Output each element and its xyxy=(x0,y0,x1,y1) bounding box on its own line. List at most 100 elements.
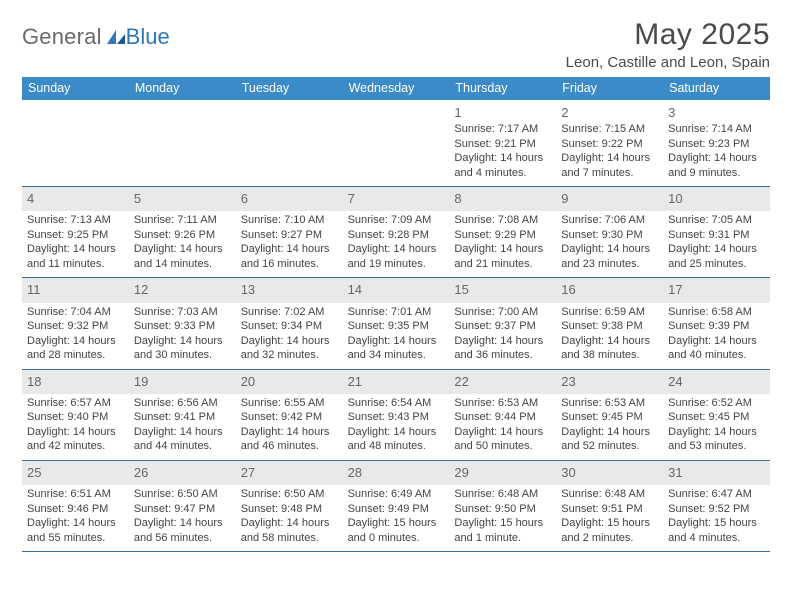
day-sunset: Sunset: 9:48 PM xyxy=(241,502,338,517)
day-daylight: Daylight: 14 hours and 32 minutes. xyxy=(241,334,338,363)
day-cell: 9 Sunrise: 7:06 AMSunset: 9:30 PMDaylight… xyxy=(556,187,663,277)
day-sunrise: Sunrise: 6:56 AM xyxy=(134,396,231,411)
day-cell-blank xyxy=(129,100,236,186)
day-daylight: Daylight: 14 hours and 42 minutes. xyxy=(27,425,124,454)
day-cell: 15Sunrise: 7:00 AMSunset: 9:37 PMDayligh… xyxy=(449,278,556,368)
day-number: 27 xyxy=(241,464,338,481)
day-sunset: Sunset: 9:31 PM xyxy=(668,228,765,243)
week-row: 11Sunrise: 7:04 AMSunset: 9:32 PMDayligh… xyxy=(22,278,770,369)
day-sunset: Sunset: 9:34 PM xyxy=(241,319,338,334)
day-cell: 12Sunrise: 7:03 AMSunset: 9:33 PMDayligh… xyxy=(129,278,236,368)
weekday-header: Sunday xyxy=(22,77,129,100)
day-daylight: Daylight: 14 hours and 16 minutes. xyxy=(241,242,338,271)
day-daylight: Daylight: 14 hours and 34 minutes. xyxy=(348,334,445,363)
day-sunrise: Sunrise: 7:11 AM xyxy=(134,213,231,228)
day-sunrise: Sunrise: 6:54 AM xyxy=(348,396,445,411)
day-daylight: Daylight: 15 hours and 0 minutes. xyxy=(348,516,445,545)
day-sunrise: Sunrise: 6:49 AM xyxy=(348,487,445,502)
day-cell: 3Sunrise: 7:14 AMSunset: 9:23 PMDaylight… xyxy=(663,100,770,186)
day-number: 31 xyxy=(668,464,765,481)
day-number: 3 xyxy=(668,104,765,121)
day-sunset: Sunset: 9:49 PM xyxy=(348,502,445,517)
day-sunset: Sunset: 9:41 PM xyxy=(134,410,231,425)
day-cell: 14Sunrise: 7:01 AMSunset: 9:35 PMDayligh… xyxy=(343,278,450,368)
day-cell-blank xyxy=(236,100,343,186)
day-sunset: Sunset: 9:52 PM xyxy=(668,502,765,517)
day-daylight: Daylight: 14 hours and 46 minutes. xyxy=(241,425,338,454)
logo-sail-icon xyxy=(105,28,127,46)
day-cell: 13Sunrise: 7:02 AMSunset: 9:34 PMDayligh… xyxy=(236,278,343,368)
day-number: 10 xyxy=(668,190,765,207)
day-daylight: Daylight: 14 hours and 30 minutes. xyxy=(134,334,231,363)
day-sunrise: Sunrise: 6:59 AM xyxy=(561,305,658,320)
day-number: 14 xyxy=(348,281,445,298)
day-daylight: Daylight: 14 hours and 14 minutes. xyxy=(134,242,231,271)
day-daylight: Daylight: 14 hours and 48 minutes. xyxy=(348,425,445,454)
day-sunset: Sunset: 9:27 PM xyxy=(241,228,338,243)
day-sunrise: Sunrise: 7:15 AM xyxy=(561,122,658,137)
day-sunset: Sunset: 9:42 PM xyxy=(241,410,338,425)
day-sunset: Sunset: 9:40 PM xyxy=(27,410,124,425)
day-cell: 28Sunrise: 6:49 AMSunset: 9:49 PMDayligh… xyxy=(343,461,450,551)
day-sunset: Sunset: 9:25 PM xyxy=(27,228,124,243)
day-sunset: Sunset: 9:32 PM xyxy=(27,319,124,334)
day-daylight: Daylight: 14 hours and 40 minutes. xyxy=(668,334,765,363)
day-number: 1 xyxy=(454,104,551,121)
day-number: 13 xyxy=(241,281,338,298)
day-number: 18 xyxy=(27,373,124,390)
day-cell: 7Sunrise: 7:09 AMSunset: 9:28 PMDaylight… xyxy=(343,187,450,277)
day-sunset: Sunset: 9:37 PM xyxy=(454,319,551,334)
day-daylight: Daylight: 14 hours and 7 minutes. xyxy=(561,151,658,180)
day-number: 12 xyxy=(134,281,231,298)
week-row: 1Sunrise: 7:17 AMSunset: 9:21 PMDaylight… xyxy=(22,100,770,187)
day-sunset: Sunset: 9:22 PM xyxy=(561,137,658,152)
day-cell: 16Sunrise: 6:59 AMSunset: 9:38 PMDayligh… xyxy=(556,278,663,368)
day-daylight: Daylight: 14 hours and 11 minutes. xyxy=(27,242,124,271)
day-daylight: Daylight: 14 hours and 44 minutes. xyxy=(134,425,231,454)
week-row: 25Sunrise: 6:51 AMSunset: 9:46 PMDayligh… xyxy=(22,461,770,552)
day-cell: 11Sunrise: 7:04 AMSunset: 9:32 PMDayligh… xyxy=(22,278,129,368)
day-number: 19 xyxy=(134,373,231,390)
day-sunrise: Sunrise: 7:05 AM xyxy=(668,213,765,228)
day-sunrise: Sunrise: 6:47 AM xyxy=(668,487,765,502)
day-cell: 19 Sunrise: 6:56 AMSunset: 9:41 PMDayligh… xyxy=(129,370,236,460)
day-cell: 30Sunrise: 6:48 AMSunset: 9:51 PMDayligh… xyxy=(556,461,663,551)
weekday-header: Thursday xyxy=(449,77,556,100)
day-cell-blank xyxy=(22,100,129,186)
day-daylight: Daylight: 15 hours and 1 minute. xyxy=(454,516,551,545)
day-cell-blank xyxy=(343,100,450,186)
day-sunset: Sunset: 9:47 PM xyxy=(134,502,231,517)
day-sunset: Sunset: 9:50 PM xyxy=(454,502,551,517)
day-sunrise: Sunrise: 6:53 AM xyxy=(561,396,658,411)
weekday-header: Monday xyxy=(129,77,236,100)
day-number: 26 xyxy=(134,464,231,481)
day-sunset: Sunset: 9:45 PM xyxy=(561,410,658,425)
day-sunset: Sunset: 9:39 PM xyxy=(668,319,765,334)
day-sunrise: Sunrise: 6:55 AM xyxy=(241,396,338,411)
weekday-header: Friday xyxy=(556,77,663,100)
day-sunset: Sunset: 9:28 PM xyxy=(348,228,445,243)
day-sunrise: Sunrise: 6:48 AM xyxy=(561,487,658,502)
day-cell: 22Sunrise: 6:53 AMSunset: 9:44 PMDayligh… xyxy=(449,370,556,460)
day-daylight: Daylight: 14 hours and 21 minutes. xyxy=(454,242,551,271)
day-cell: 6Sunrise: 7:10 AMSunset: 9:27 PMDaylight… xyxy=(236,187,343,277)
day-sunrise: Sunrise: 7:06 AM xyxy=(561,213,658,228)
day-number: 21 xyxy=(348,373,445,390)
day-cell: 2Sunrise: 7:15 AMSunset: 9:22 PMDaylight… xyxy=(556,100,663,186)
day-sunset: Sunset: 9:38 PM xyxy=(561,319,658,334)
day-daylight: Daylight: 14 hours and 38 minutes. xyxy=(561,334,658,363)
day-sunrise: Sunrise: 6:58 AM xyxy=(668,305,765,320)
logo-text-blue: Blue xyxy=(126,24,170,50)
day-number: 9 xyxy=(561,190,658,207)
day-number: 7 xyxy=(348,190,445,207)
day-sunset: Sunset: 9:30 PM xyxy=(561,228,658,243)
day-cell: 18Sunrise: 6:57 AMSunset: 9:40 PMDayligh… xyxy=(22,370,129,460)
day-cell: 1Sunrise: 7:17 AMSunset: 9:21 PMDaylight… xyxy=(449,100,556,186)
location-text: Leon, Castille and Leon, Spain xyxy=(566,54,770,71)
calendar-page: General Blue May 2025 Leon, Castille and… xyxy=(0,0,792,562)
day-daylight: Daylight: 14 hours and 23 minutes. xyxy=(561,242,658,271)
day-daylight: Daylight: 14 hours and 9 minutes. xyxy=(668,151,765,180)
day-sunset: Sunset: 9:23 PM xyxy=(668,137,765,152)
day-number: 4 xyxy=(27,190,124,207)
day-sunrise: Sunrise: 6:50 AM xyxy=(241,487,338,502)
